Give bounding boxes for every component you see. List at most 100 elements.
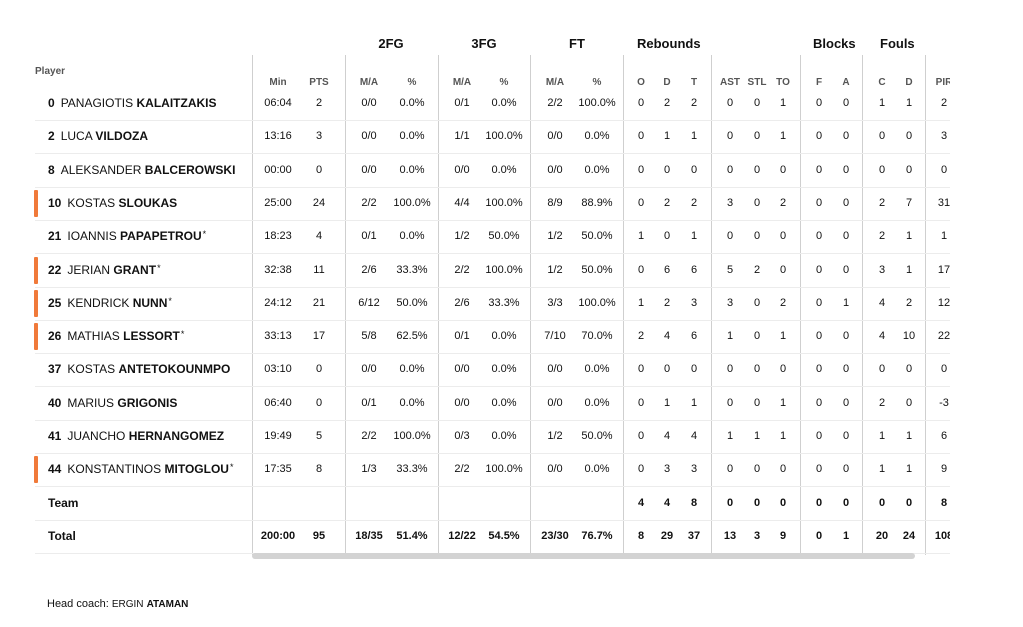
boxscore-table: 2FG 3FG FT Rebounds Blocks Fouls Player Min PT… [34, 36, 950, 555]
player-row: 2 LUCA VILDOZA 13:16 3 0/0 0.0% 1/1 100.0% 0/0 0.… [35, 120, 950, 155]
stat-cell: 0 [663, 163, 671, 176]
stat-cell: 12/22 [448, 529, 476, 542]
stat-cell: 0.0% [491, 163, 517, 176]
stat-cell: 11 [313, 263, 325, 276]
stat-cell: 0 [815, 396, 823, 409]
column-header-9[interactable]: D [663, 77, 671, 88]
player-name-link[interactable]: 41 JUANCHO HERNANGOMEZ [48, 420, 225, 453]
stat-cell: 2/2 [547, 97, 563, 109]
stat-cell: 2/2 [361, 196, 377, 209]
player-num: 21 [48, 229, 62, 244]
stat-cell: 17:35 [264, 463, 292, 476]
player-row: 41 JUANCHO HERNANGOMEZ 19:49 5 2/2 100.0% 0/3 0… [35, 420, 950, 454]
stat-cell: 5 [726, 263, 734, 276]
player-star: * [168, 295, 172, 306]
stat-cell: 1 [842, 296, 850, 309]
stat-cell: 0 [842, 430, 850, 442]
stat-cell: 0.0% [491, 330, 517, 343]
column-header-2[interactable]: M/A [359, 77, 379, 88]
stat-cell: 23/30 [541, 529, 569, 542]
column-header-8[interactable]: O [637, 77, 645, 88]
stat-cell: 24 [902, 529, 916, 542]
stat-cell: 1 [940, 230, 948, 243]
stat-cell: 32:38 [264, 263, 292, 276]
player-name-link[interactable]: 37 KOSTAS ANTETOKOUNMPO [48, 353, 231, 386]
stat-cell: 0 [779, 463, 787, 476]
player-name-link[interactable]: 8 ALEKSANDER BALCEROWSKI [48, 154, 236, 187]
column-header-6[interactable]: M/A [545, 77, 565, 88]
stat-cell: 0 [842, 330, 850, 343]
column-header-10[interactable]: T [690, 77, 698, 88]
stat-cell: 3 [878, 263, 886, 276]
stat-cell: 88.9% [581, 196, 613, 209]
group-header-3fg: 3FG [471, 36, 497, 51]
stat-cell: 50.0% [581, 430, 613, 442]
stat-cell: 2 [663, 296, 671, 309]
stat-cell: 100.0% [578, 296, 616, 309]
player-first: ALEKSANDER [60, 162, 142, 177]
column-header-13[interactable]: TO [776, 77, 790, 88]
stat-cell: 5/8 [361, 330, 377, 343]
column-header-16[interactable]: C [878, 77, 886, 88]
stat-cell: 3 [315, 130, 323, 143]
player-row: 8 ALEKSANDER BALCEROWSKI 00:00 0 0/0 0.0% 0/0 0… [35, 154, 950, 188]
stat-cell: 0 [753, 97, 761, 109]
player-name-link[interactable]: 40 MARIUS GRIGONIS [48, 387, 178, 420]
stat-cell: 1 [779, 330, 787, 343]
stat-cell: 51.4% [396, 529, 428, 542]
player-name-link[interactable]: 2 LUCA VILDOZA [48, 120, 149, 153]
column-header-5[interactable]: % [499, 77, 509, 88]
column-header-15[interactable]: A [842, 77, 850, 88]
total_row-row: Total 200:00 95 18/35 51.4% 12/22 54.5% 23/30 76… [35, 520, 950, 554]
column-header-4[interactable]: M/A [452, 77, 472, 88]
player-star: * [229, 462, 234, 473]
player-name-link[interactable]: 26 MATHIAS LESSORT* [48, 320, 184, 353]
stat-cell: 0 [726, 496, 734, 509]
player-name-link[interactable]: 10 KOSTAS SLOUKAS [48, 187, 178, 220]
player-first: KONSTANTINOS [67, 462, 162, 477]
head-coach: Head coach: ERGIN ATAMAN [47, 598, 188, 610]
player-name-link[interactable]: 22 JERIAN GRANT* [48, 254, 161, 287]
stat-cell: 0 [637, 363, 645, 376]
stat-cell: 1 [779, 130, 787, 143]
player-last: KALAITZAKIS [136, 96, 217, 110]
stat-cell: 1/2 [547, 230, 563, 243]
column-header-18[interactable]: PIR [935, 77, 950, 88]
stat-cell: 0 [779, 263, 787, 276]
player-last: PAPAPETROU [120, 229, 202, 244]
player-num: 2 [48, 129, 55, 144]
stat-cell: 10 [902, 330, 916, 343]
column-header-14[interactable]: F [815, 77, 823, 88]
horizontal-scrollbar[interactable] [252, 553, 915, 559]
column-header-11[interactable]: AST [720, 77, 740, 88]
stat-cell: 1 [878, 97, 886, 109]
stat-cell: 0 [315, 363, 323, 376]
group-header-reb: Rebounds [637, 36, 701, 51]
player-first: LUCA [60, 129, 93, 144]
stat-cell: 1 [690, 230, 698, 243]
team-label: Team [48, 495, 79, 510]
player-name-link[interactable]: 21 IOANNIS PAPAPETROU* [48, 220, 206, 253]
player-name-link[interactable]: 44 KONSTANTINOS MITOGLOU* [48, 453, 233, 486]
stat-cell: 00:00 [264, 163, 292, 176]
player-name-link[interactable]: 0 PANAGIOTIS KALAITZAKIS [48, 87, 218, 120]
player-first: JERIAN [67, 262, 111, 277]
stat-cell: 0.0% [584, 163, 610, 176]
stat-cell: 0.0% [399, 130, 425, 143]
column-header-17[interactable]: D [905, 77, 913, 88]
column-header-1[interactable]: PTS [309, 77, 329, 88]
head-coach-last-name: ATAMAN [146, 599, 189, 610]
player-name-link[interactable]: 25 KENDRICK NUNN* [48, 287, 172, 320]
column-header-7[interactable]: % [592, 77, 602, 88]
stat-cell: 0.0% [399, 97, 425, 109]
stat-cell: 50.0% [488, 230, 520, 243]
stat-cell: 62.5% [396, 330, 428, 343]
stat-cell: 2/2 [454, 263, 470, 276]
column-header-3[interactable]: % [407, 77, 417, 88]
stat-cell: 18:23 [264, 230, 292, 243]
column-divider [800, 55, 801, 555]
column-header-12[interactable]: STL [747, 77, 767, 88]
column-header-0[interactable]: Min [269, 77, 287, 88]
stat-cell: 4 [878, 296, 886, 309]
stat-cell: 0 [815, 196, 823, 209]
